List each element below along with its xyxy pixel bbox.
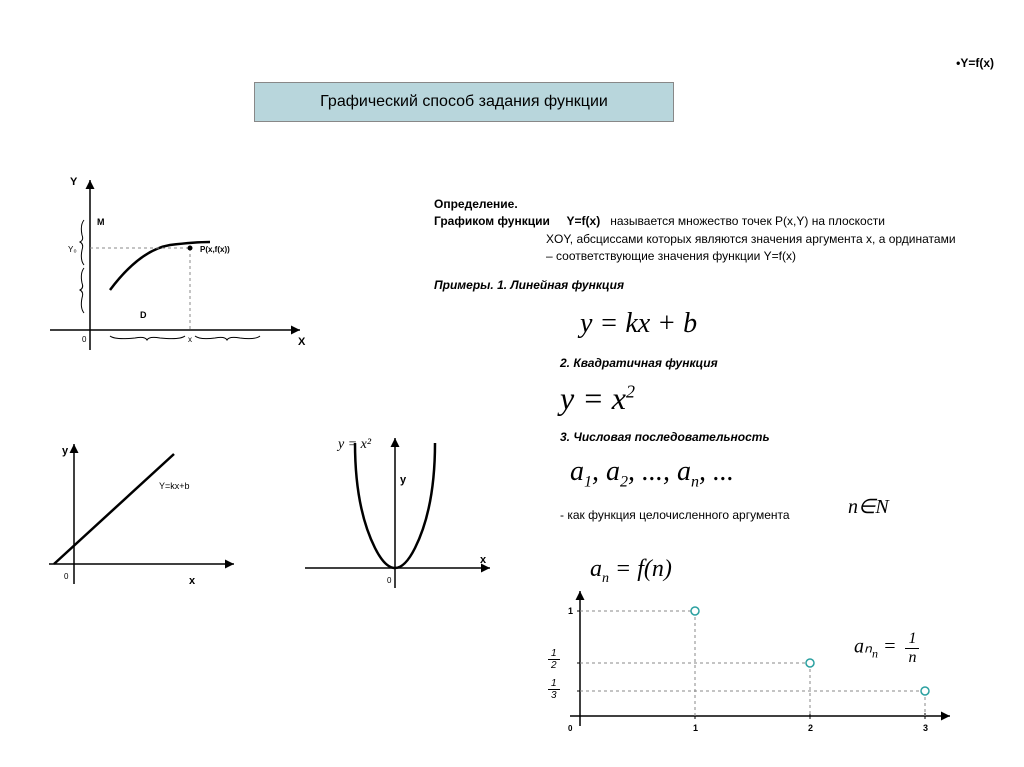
graph-function-definition: Y X 0 P(x,f(x)) M Y₀ D x — [40, 170, 310, 375]
m-label: M — [97, 217, 105, 227]
formula-sequence: a1, a2, ..., an, ... — [570, 456, 734, 492]
formula-quadratic: y = x2 — [560, 380, 635, 417]
point-label: P(x,f(x)) — [200, 245, 230, 254]
graph-parabola: y x 0 y = x² — [300, 428, 500, 613]
page-title: Графический способ задания функции — [254, 82, 674, 122]
y0-label: Y₀ — [68, 245, 77, 254]
formula-linear: y = kx + b — [580, 308, 697, 340]
yfrac-1-den: 2 — [548, 660, 560, 671]
y-axis-label-3: y — [400, 474, 407, 486]
formula-an-1-over-n: aₙn = 1 n — [854, 630, 919, 666]
yfrac-1-num: 1 — [548, 648, 560, 660]
examples-title: Примеры. 1. Линейная функция — [434, 278, 624, 292]
yfrac-2-num: 1 — [548, 678, 560, 690]
x-axis-label-2: x — [189, 575, 196, 587]
definition-block: Определение. Графиком функции Y=f(x) наз… — [434, 196, 994, 266]
xtick-2: 2 — [808, 723, 813, 733]
xtick-3: 3 — [923, 723, 928, 733]
origin-3: 0 — [387, 576, 392, 585]
def-body1: называется множество точек P(x,Y) на пло… — [610, 214, 885, 228]
def-label: Графиком функции — [434, 214, 550, 228]
x-axis-label-3: x — [480, 554, 487, 566]
parabola-label: y = x² — [336, 437, 372, 452]
label-sequence: 3. Числовая последовательность — [560, 430, 770, 444]
x-axis-label: X — [298, 336, 306, 348]
y-axis-label: Y — [70, 176, 78, 188]
origin-2: 0 — [64, 572, 69, 581]
formula-n-in-N: n∈N — [848, 494, 889, 519]
def-body3: – соответствующие значения функции Y=f(x… — [546, 249, 796, 263]
label-quadratic: 2. Квадратичная функция — [560, 356, 718, 370]
x-tick-label: x — [188, 335, 192, 344]
def-body2: XOY, абсциссами которых являются значени… — [546, 232, 956, 246]
origin-4: 0 — [568, 724, 573, 733]
d-label: D — [140, 310, 147, 320]
origin-label: 0 — [82, 335, 87, 344]
top-right-label: •Y=f(x) — [956, 56, 994, 70]
graph-sequence: 0 1 2 3 1 1 2 1 3 — [530, 586, 960, 751]
y-axis-label-2: y — [62, 445, 69, 457]
formula-an-fn: an = f(n) — [590, 556, 672, 587]
xtick-1: 1 — [693, 723, 698, 733]
ytick-1: 1 — [568, 606, 573, 616]
line-label: Y=kx+b — [159, 481, 190, 491]
def-yfx: Y=f(x) — [567, 214, 601, 228]
yfrac-2-den: 3 — [548, 690, 560, 701]
sequence-subtext: - как функция целочисленного аргумента — [560, 508, 790, 522]
def-heading: Определение. — [434, 197, 518, 211]
graph-linear: y x 0 Y=kx+b — [44, 434, 244, 609]
